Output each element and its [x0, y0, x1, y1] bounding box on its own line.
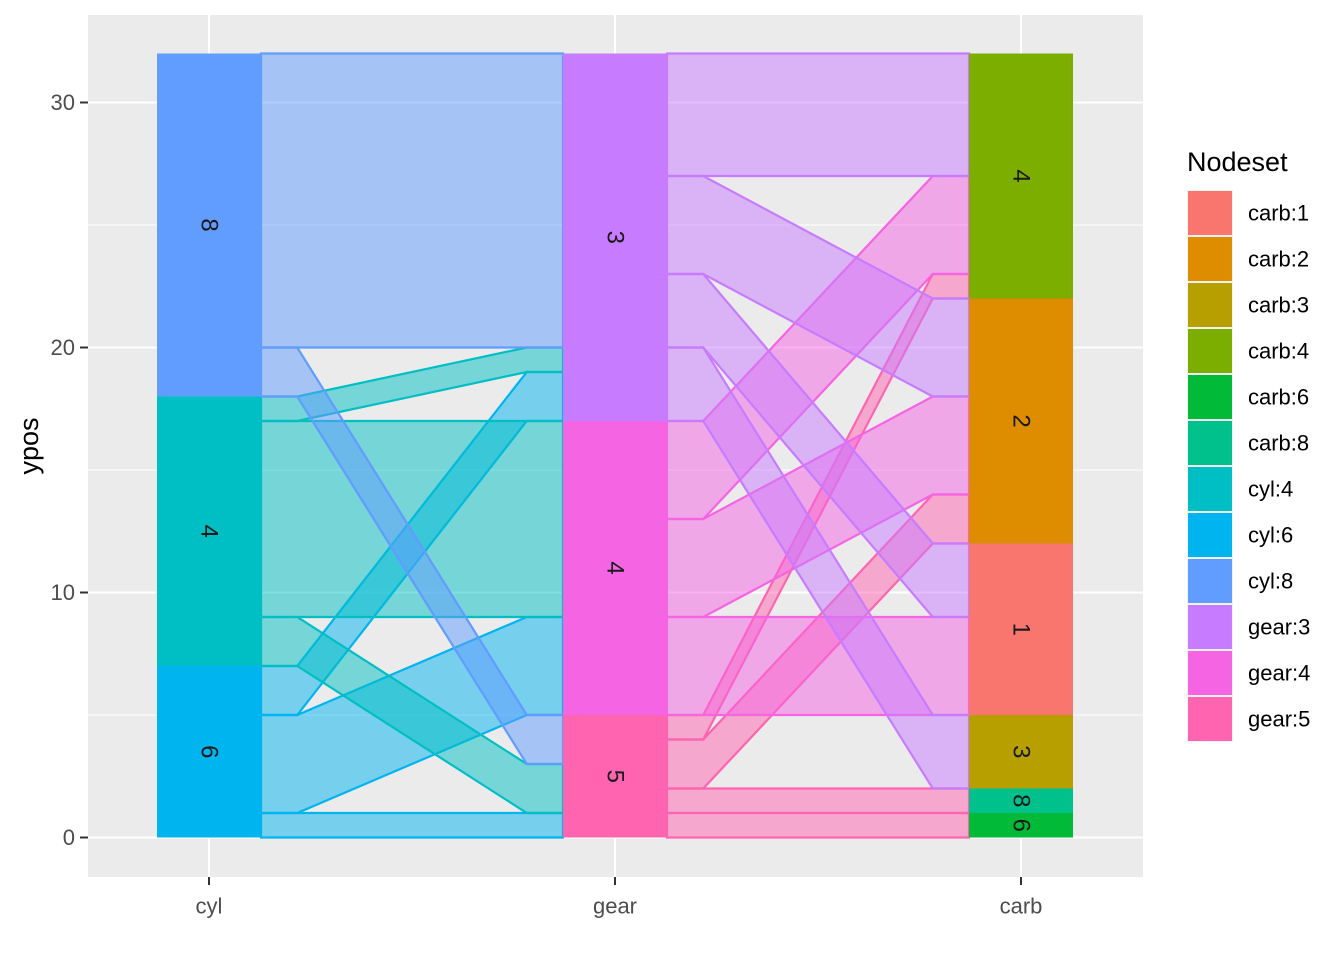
node-bar [969, 543, 1073, 715]
legend-swatch [1188, 421, 1232, 465]
y-tick-label: 0 [63, 825, 75, 850]
legend-title: Nodeset [1187, 147, 1288, 177]
legend-label: gear:4 [1248, 661, 1310, 686]
node-bar [157, 666, 261, 838]
node-bar [157, 396, 261, 666]
legend-label: carb:6 [1248, 385, 1309, 410]
x-tick-label: gear [593, 894, 637, 919]
node-label: 5 [602, 770, 629, 783]
legend-swatch [1188, 651, 1232, 695]
node-label: 8 [1008, 794, 1035, 807]
legend-label: carb:2 [1248, 247, 1309, 272]
node-label: 8 [196, 218, 223, 231]
node-label: 4 [196, 525, 223, 538]
y-axis-title: ypos [14, 417, 44, 474]
legend-label: carb:4 [1248, 339, 1309, 364]
node-bar [157, 53, 261, 397]
flows [259, 52, 971, 839]
legend-label: gear:3 [1248, 615, 1310, 640]
legend-swatch [1188, 513, 1232, 557]
node-bar [563, 421, 667, 715]
node-bar [969, 788, 1073, 813]
flow-band [665, 811, 971, 839]
node-label: 2 [1008, 414, 1035, 427]
legend-label: carb:8 [1248, 431, 1309, 456]
flow-band [259, 419, 565, 619]
legend-swatch [1188, 375, 1232, 419]
y-tick-label: 20 [51, 335, 75, 360]
legend-label: cyl:4 [1248, 477, 1293, 502]
legend-label: gear:5 [1248, 707, 1310, 732]
flow-band [259, 52, 565, 349]
legend-swatch [1188, 237, 1232, 281]
node-label: 4 [602, 561, 629, 574]
axes: 0 10 20 30 cyl gear carb [51, 90, 1043, 919]
flow-band [665, 787, 971, 815]
node-bar [969, 813, 1073, 838]
flow-band [259, 811, 565, 839]
legend-swatch [1188, 467, 1232, 511]
y-tick-label: 10 [51, 580, 75, 605]
node-label: 3 [1008, 745, 1035, 758]
y-tick-label: 30 [51, 90, 75, 115]
node-label: 4 [1008, 169, 1035, 182]
node-bar [563, 715, 667, 838]
legend-swatch [1188, 605, 1232, 649]
node-bar [969, 298, 1073, 544]
node-label: 3 [602, 231, 629, 244]
legend-swatch [1188, 697, 1232, 741]
x-tick-label: carb [1000, 894, 1043, 919]
node-label: 1 [1008, 623, 1035, 636]
node-bar [969, 715, 1073, 789]
legend-label: carb:3 [1248, 293, 1309, 318]
legend-swatch [1188, 191, 1232, 235]
legend-swatch [1188, 283, 1232, 327]
legend-swatch [1188, 559, 1232, 603]
legend: Nodeset carb:1 carb:2 carb:3 carb:4 carb:6 ca… [1187, 147, 1310, 742]
node-bar [563, 53, 667, 421]
legend-label: cyl:8 [1248, 569, 1293, 594]
node-label: 6 [1008, 819, 1035, 832]
legend-label: carb:1 [1248, 201, 1309, 226]
node-bar [969, 53, 1073, 299]
flow-band [665, 52, 971, 178]
nodes: 6 4 8 5 4 3 6 8 3 1 2 4 [157, 53, 1073, 838]
node-label: 6 [196, 745, 223, 758]
legend-swatch [1188, 329, 1232, 373]
x-tick-label: cyl [196, 894, 223, 919]
legend-label: cyl:6 [1248, 523, 1293, 548]
